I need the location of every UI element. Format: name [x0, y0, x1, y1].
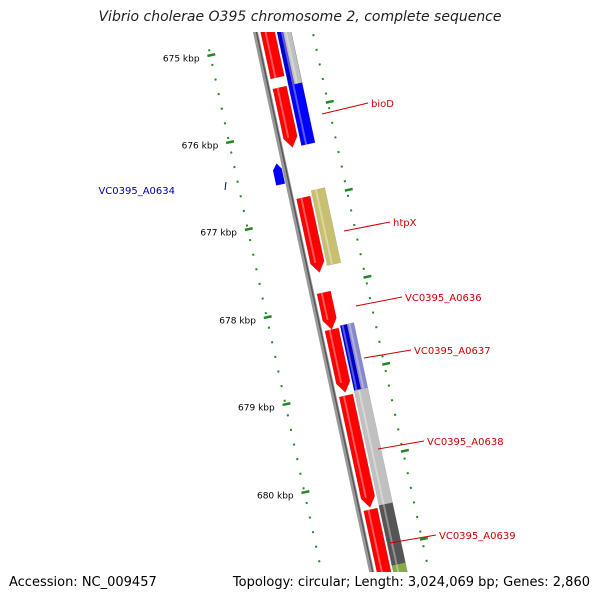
ruler-label: 675 kbp	[163, 55, 200, 65]
gene-fwd-a0638	[338, 393, 376, 508]
gene-outer-bioD-shine	[292, 84, 308, 145]
sequence-summary: Topology: circular; Length: 3,024,069 bp…	[232, 575, 590, 590]
major-tick-4	[282, 402, 291, 407]
leader-line-htpX	[343, 221, 391, 232]
gene-inner-a0634	[272, 163, 286, 186]
major-tick-0	[207, 53, 216, 58]
gene-outer-1-shine	[280, 32, 295, 85]
gene-outer-a0639-shine	[382, 504, 398, 565]
gene-fwd-htpX	[296, 195, 325, 273]
backbone-line	[252, 32, 375, 572]
outer-major-tick-3	[382, 361, 391, 366]
feature-label-htpX: htpX	[393, 218, 417, 229]
backbone-edge	[255, 32, 374, 572]
ruler-label: 677 kbp	[200, 229, 237, 239]
leader-line-VC0395_A0639	[389, 534, 437, 544]
gene-fwd-a0636	[316, 290, 337, 330]
gene-outer-htpX-shine	[314, 189, 333, 265]
leader-line-VC0395_A0636	[355, 296, 403, 307]
gene-outer-last-shine	[395, 564, 400, 572]
feature-label-VC0395_A0639: VC0395_A0639	[439, 531, 516, 542]
major-tick-2	[244, 227, 253, 232]
feature-label-VC0395_A0636: VC0395_A0636	[405, 293, 482, 304]
gene-fwd-a0637	[324, 327, 351, 393]
gene-outer-htpX	[310, 187, 342, 266]
outer-major-tick-0	[325, 99, 334, 104]
gene-outer-last	[391, 562, 408, 572]
ruler-label: 679 kbp	[238, 404, 275, 414]
feature-label-VC0395_A0637: VC0395_A0637	[414, 346, 491, 357]
major-tick-3	[263, 315, 272, 320]
outer-major-tick-2	[363, 274, 372, 279]
gene-fwd-bioD-shine	[276, 87, 290, 139]
outer-major-tick-1	[344, 187, 353, 192]
ruler-label: 676 kbp	[182, 142, 219, 152]
leader-line-VC0395_A0638	[377, 440, 425, 450]
feature-label-bioD: bioD	[371, 99, 394, 110]
gene-fwd-a0639-shine	[367, 509, 383, 572]
gene-fwd-a0638-shine	[342, 395, 367, 499]
leader-line-VC0395_A0637	[363, 349, 412, 359]
gene-fwd-1-shine	[264, 32, 277, 79]
gene-fwd-htpX-shine	[300, 197, 317, 264]
ruler-label: 678 kbp	[219, 317, 256, 327]
feature-label-VC0395_A0634: VC0395_A0634	[98, 186, 175, 197]
gene-outer-1-gray-shine	[284, 32, 299, 84]
gene-outer-a0638-shine	[357, 389, 385, 505]
major-tick-1	[225, 140, 235, 145]
ruler-label: 680 kbp	[257, 492, 294, 502]
leader-line-bioD	[321, 102, 369, 115]
gene-fwd-bioD	[272, 85, 298, 148]
gene-outer-a0637b-shine	[348, 323, 365, 389]
gene-fwd-a0636-shine	[320, 292, 329, 321]
gene-fwd-a0637-shine	[328, 329, 343, 384]
accession-text: Accession: NC_009457	[9, 575, 157, 590]
leader-line-VC0395_A0634	[224, 181, 227, 191]
gene-fwd-1	[260, 32, 285, 80]
major-tick-5	[301, 490, 310, 495]
outer-major-tick-4	[400, 448, 410, 453]
gene-fwd-a0639	[363, 507, 392, 572]
gene-outer-bioD	[288, 82, 316, 146]
map-title: Vibrio cholerae O395 chromosome 2, compl…	[98, 9, 502, 25]
feature-label-VC0395_A0638: VC0395_A0638	[427, 437, 504, 448]
outer-major-tick-5	[419, 536, 429, 541]
gene-outer-a0637a-shine	[341, 324, 358, 391]
